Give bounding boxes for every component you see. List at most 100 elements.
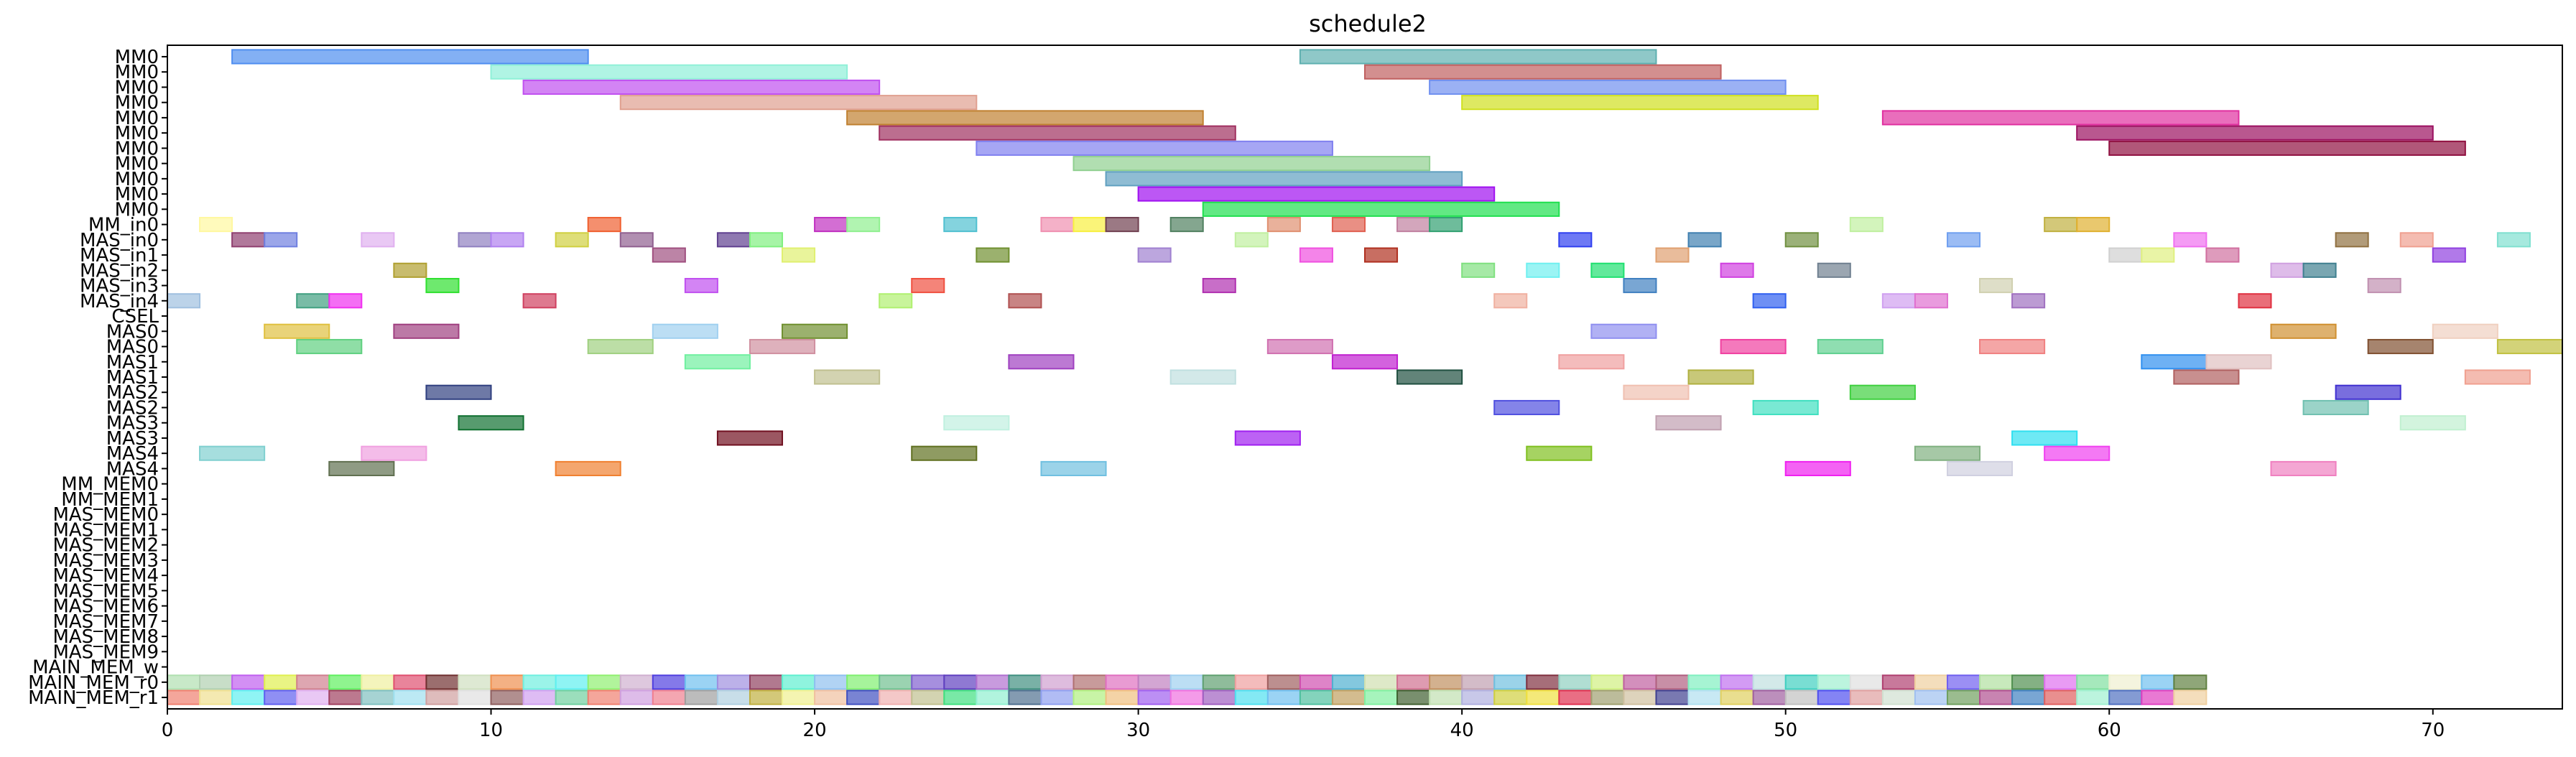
task-bar <box>749 338 816 355</box>
task-bar <box>2076 125 2434 141</box>
main-mem-r0-bar <box>2141 674 2175 690</box>
main-mem-r0-bar <box>1105 674 1139 690</box>
task-bar <box>425 277 460 294</box>
task-bar <box>2044 445 2111 461</box>
main-mem-r1-bar <box>393 689 427 705</box>
task-bar <box>1040 460 1107 477</box>
task-bar <box>1590 323 1657 339</box>
main-mem-r1-bar <box>619 689 654 705</box>
main-mem-r1-bar <box>1008 689 1042 705</box>
main-mem-r0-bar <box>1299 674 1333 690</box>
main-mem-r1-bar <box>1331 689 1366 705</box>
task-bar <box>1623 277 1657 294</box>
task-bar <box>911 277 945 294</box>
lane-label: MM0 <box>115 47 159 68</box>
main-mem-r1-bar <box>264 689 298 705</box>
main-mem-r0-bar <box>1008 674 1042 690</box>
main-mem-r1-bar <box>2044 689 2078 705</box>
main-mem-r1-bar <box>1299 689 1333 705</box>
main-mem-r1-bar <box>782 689 816 705</box>
main-mem-r0-bar <box>199 674 233 690</box>
lane-label: MAIN_MEM_r1 <box>28 687 159 709</box>
main-mem-r1-bar <box>1234 689 1269 705</box>
lane-label: MAS_MEM3 <box>52 550 159 572</box>
task-bar <box>2205 247 2240 263</box>
main-mem-r0-bar <box>1784 674 1819 690</box>
task-bar <box>684 354 751 370</box>
task-bar <box>1946 460 2014 477</box>
main-mem-r1-bar <box>943 689 978 705</box>
main-mem-r1-bar <box>490 689 524 705</box>
lane-label: MAS1 <box>106 367 159 389</box>
main-mem-r0-bar <box>1169 674 1204 690</box>
main-mem-r1-bar <box>167 689 201 705</box>
task-bar <box>619 95 978 111</box>
task-bar <box>1655 415 1722 431</box>
main-mem-r0-bar <box>1687 674 1722 690</box>
task-bar <box>2496 338 2563 355</box>
lane-label: MAS_MEM2 <box>52 535 159 557</box>
task-bar <box>1105 171 1463 187</box>
main-mem-r0-bar <box>1979 674 2014 690</box>
task-bar <box>782 323 848 339</box>
main-mem-r0-bar <box>2044 674 2078 690</box>
lane-label: MM0 <box>115 199 159 220</box>
lane-label: MM_in0 <box>88 215 159 236</box>
main-mem-r1-bar <box>1461 689 1496 705</box>
task-bar <box>2108 247 2143 263</box>
main-mem-r1-bar <box>2108 689 2143 705</box>
task-bar <box>652 247 686 263</box>
task-bar <box>1979 338 2046 355</box>
lane-label: MAS_in1 <box>80 245 159 266</box>
task-bar <box>1687 369 1754 385</box>
task-bar <box>1493 293 1528 309</box>
main-mem-r1-bar <box>458 689 492 705</box>
task-bar <box>1849 384 1916 400</box>
lane-label: MM0 <box>115 108 159 129</box>
main-mem-r0-bar <box>167 674 201 690</box>
chart-title: schedule2 <box>1309 10 1427 37</box>
task-bar <box>814 369 881 385</box>
task-bar <box>1040 217 1075 233</box>
main-mem-r1-bar <box>1396 689 1431 705</box>
task-bar <box>2011 430 2078 446</box>
task-bar <box>587 338 654 355</box>
main-mem-r1-bar <box>1072 689 1107 705</box>
main-mem-r1-bar <box>1558 689 1593 705</box>
main-mem-r1-bar <box>522 689 557 705</box>
main-mem-r0-bar <box>231 674 266 690</box>
main-mem-r1-bar <box>1040 689 1075 705</box>
task-bar <box>361 445 427 461</box>
task-bar <box>1299 49 1657 65</box>
task-bar <box>1784 232 1819 248</box>
lane-label: MAS0 <box>106 321 159 343</box>
main-mem-r1-bar <box>231 689 266 705</box>
task-bar <box>231 49 589 65</box>
lane-label: MM0 <box>115 154 159 175</box>
main-mem-r0-bar <box>2108 674 2143 690</box>
task-bar <box>1720 338 1787 355</box>
task-bar <box>199 445 266 461</box>
task-bar <box>716 232 751 248</box>
task-bar <box>1396 217 1431 233</box>
main-mem-r1-bar <box>328 689 363 705</box>
main-mem-r1-bar <box>684 689 718 705</box>
main-mem-r1-bar <box>846 689 881 705</box>
main-mem-r0-bar <box>782 674 816 690</box>
task-bar <box>425 384 492 400</box>
task-bar <box>231 232 266 248</box>
task-bar <box>684 277 718 294</box>
task-bar <box>587 217 621 233</box>
main-mem-r0-bar <box>652 674 686 690</box>
task-bar <box>1526 262 1560 278</box>
main-mem-r0-bar <box>1655 674 1690 690</box>
lane-label: MAS_MEM1 <box>52 519 159 541</box>
task-bar <box>1169 217 1204 233</box>
task-bar <box>296 338 363 355</box>
plot-frame <box>167 45 2563 710</box>
task-bar <box>1364 64 1722 80</box>
lane-label: MM0 <box>115 169 159 190</box>
task-bar <box>1752 293 1787 309</box>
main-mem-r1-bar <box>911 689 945 705</box>
lane-label: MAS1 <box>106 352 159 373</box>
